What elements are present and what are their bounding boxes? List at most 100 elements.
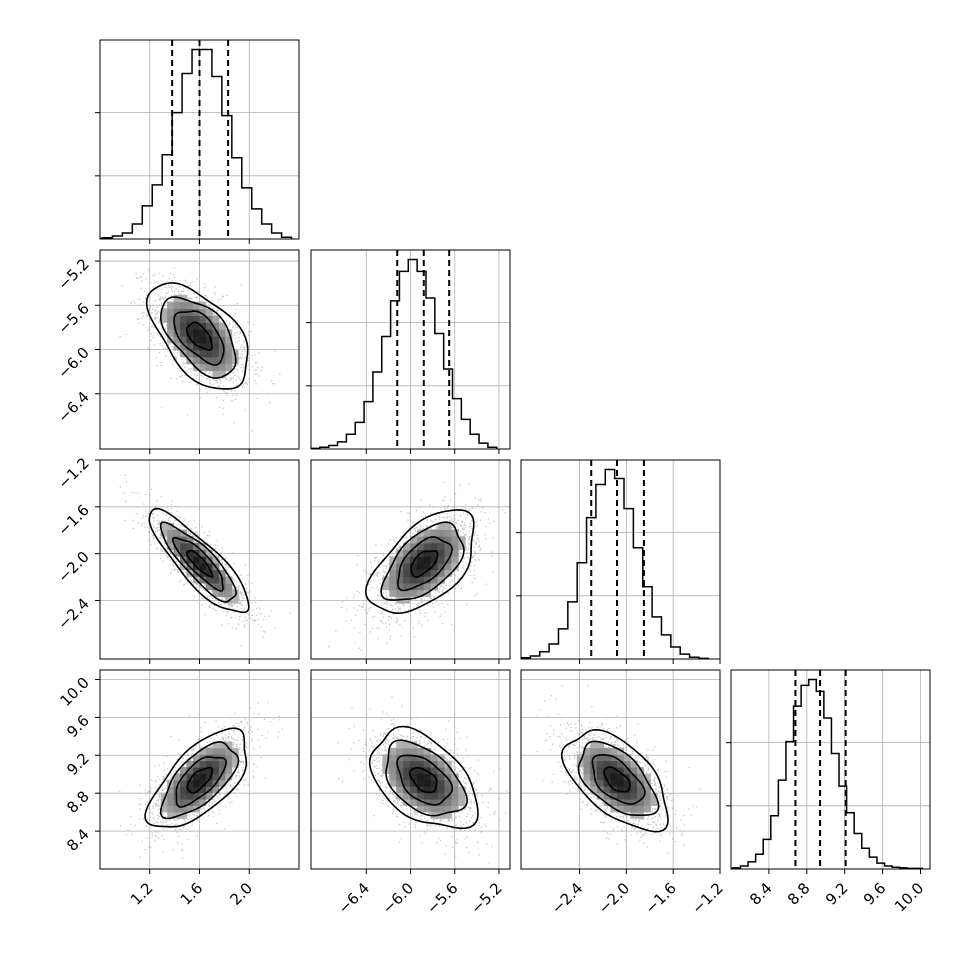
density-cell (199, 786, 207, 794)
density-cell (180, 805, 187, 813)
density-cell (630, 760, 638, 768)
contour-line (145, 282, 249, 390)
density-cell (167, 799, 175, 806)
density-cell (205, 792, 213, 800)
density-cell (199, 356, 207, 365)
density-cell (199, 322, 207, 330)
joint-content (119, 701, 283, 859)
density-cell (409, 576, 418, 584)
density-cell (423, 805, 432, 813)
density-cell (637, 805, 645, 813)
density-cell (423, 779, 432, 787)
density-cell (416, 747, 425, 755)
density-cell (186, 301, 194, 310)
density-cell (409, 779, 418, 787)
density-cell (610, 792, 618, 800)
density-cell (160, 799, 168, 806)
density-cell (423, 786, 432, 794)
x-tick-label: 10.0 (891, 879, 927, 915)
x-tick-label: −5.2 (467, 879, 505, 917)
density-cell (180, 799, 187, 806)
density-cell (610, 773, 618, 781)
x-tick-label: 9.6 (860, 879, 890, 909)
contour-line (171, 537, 224, 592)
density-cell (643, 779, 651, 787)
contour-line (159, 521, 237, 603)
density-cell (444, 542, 452, 551)
density-cell (225, 747, 233, 755)
density-cell (173, 536, 181, 544)
density-cell (199, 767, 207, 774)
density-cell (610, 779, 618, 787)
density-cell (225, 576, 233, 584)
density-cell (423, 569, 432, 577)
joint-content (100, 266, 281, 432)
density-cell (173, 542, 181, 551)
density-cell (199, 792, 207, 800)
density-cell (389, 754, 397, 762)
density-cell (199, 773, 207, 781)
density-cell (451, 786, 459, 794)
density-cell (423, 767, 432, 774)
density-cell (199, 542, 207, 551)
density-cell (451, 773, 459, 781)
density-cell (167, 301, 175, 310)
density-cell (193, 556, 200, 564)
density-cell (583, 773, 591, 781)
density-cell (416, 563, 425, 571)
contour-line (397, 536, 453, 592)
density-cell (437, 779, 445, 787)
density-cell (430, 556, 438, 564)
density-cell (205, 747, 213, 755)
density-cell (403, 754, 411, 762)
density-cell (416, 556, 425, 564)
density-cell (396, 583, 404, 591)
density-cell (403, 542, 411, 551)
density-cell (173, 779, 181, 787)
density-cell (444, 799, 452, 806)
contour-line (364, 509, 475, 615)
density-cell (616, 747, 625, 755)
density-cell (603, 773, 611, 781)
density-cell (590, 786, 598, 794)
density-cell (451, 536, 459, 544)
density-cell (603, 779, 611, 787)
density-cell (173, 294, 181, 303)
density-cell (180, 779, 187, 787)
density-cell (437, 805, 445, 813)
y-tick-label: −5.2 (54, 255, 92, 293)
density-cell (193, 779, 200, 787)
density-cell (623, 754, 631, 762)
density-cell (218, 370, 226, 379)
density-cell (225, 583, 233, 591)
density-cell (416, 799, 425, 806)
density-cell (231, 596, 239, 604)
density-cell (423, 773, 432, 781)
density-cell (637, 786, 645, 794)
density-cell (199, 747, 207, 755)
density-cell (389, 556, 397, 564)
density-cell (444, 536, 452, 544)
density-cell (437, 773, 445, 781)
density-cell (225, 356, 233, 365)
density-cell (596, 760, 604, 768)
joint-panel-1-0: −6.4 −6.0 −5.6 −5.2 (54, 249, 300, 454)
density-cell (610, 760, 618, 768)
density-cell (403, 741, 411, 749)
density-cell (416, 779, 425, 787)
density-cell (616, 779, 625, 787)
density-cell (205, 363, 213, 372)
density-cell (396, 549, 404, 557)
density-cell (167, 329, 175, 337)
density-cell (167, 805, 175, 813)
density-cell (212, 589, 220, 597)
contour-line (159, 741, 240, 820)
density-cell (437, 576, 445, 584)
density-cell (590, 747, 598, 755)
density-cell (451, 542, 459, 551)
density-cell (416, 805, 425, 813)
density-cell (389, 569, 397, 577)
density-cell (389, 779, 397, 787)
density-cell (225, 767, 233, 774)
density-cell (225, 754, 233, 762)
